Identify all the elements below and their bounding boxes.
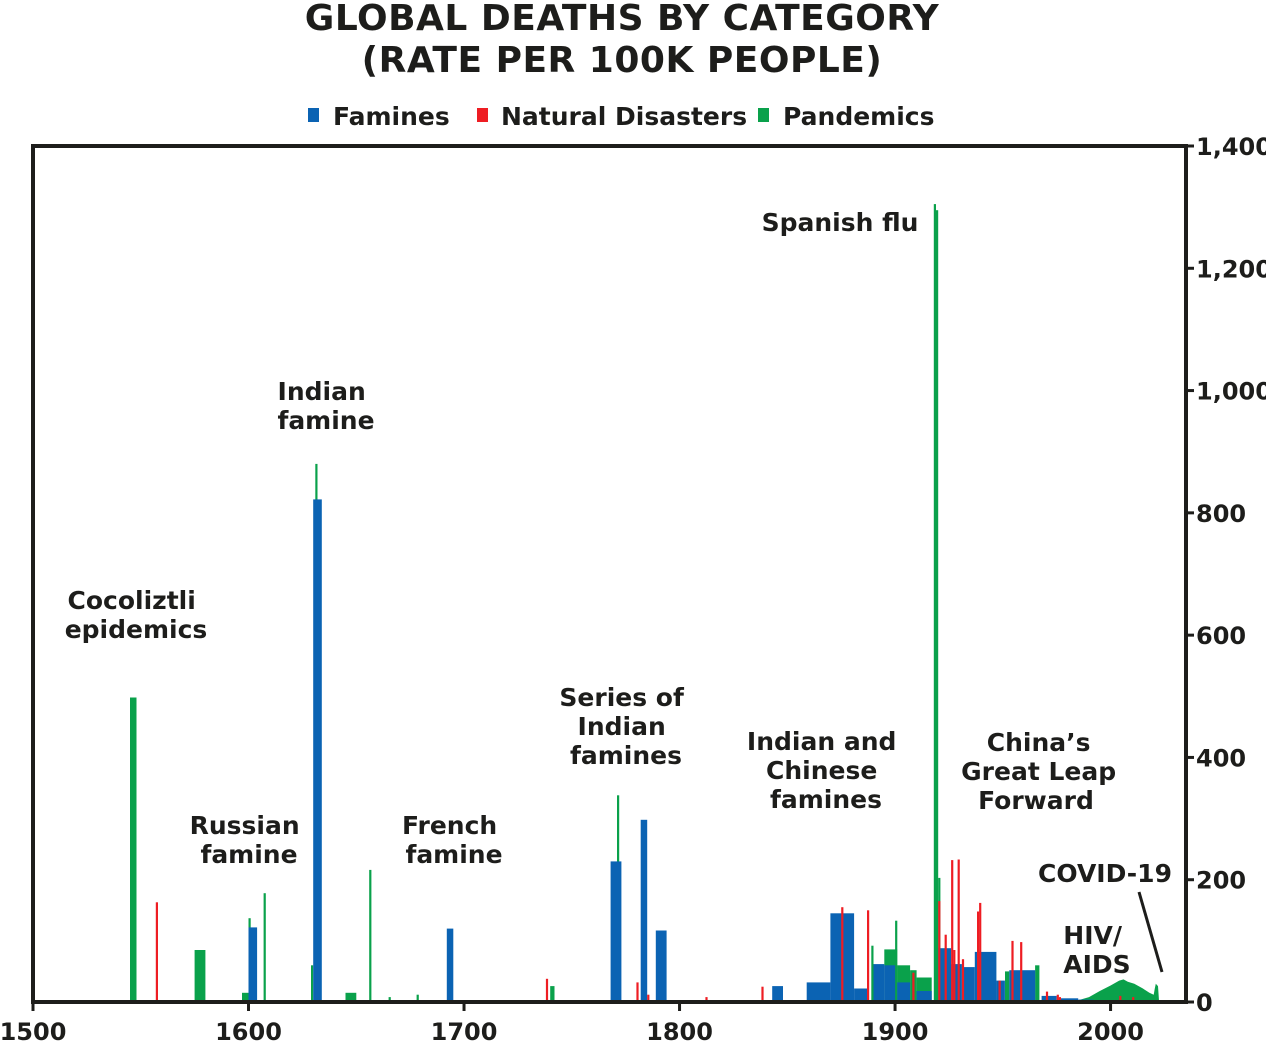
legend: Famines Natural Disasters Pandemics xyxy=(308,102,935,131)
annotation-russian-famine: Russian famine xyxy=(190,811,309,869)
legend-swatch-natural-disasters xyxy=(477,108,488,122)
bar-natural-1812 xyxy=(705,997,708,1002)
y-tick-label: 1,400 xyxy=(1196,133,1266,161)
bar-natural-1875 xyxy=(841,907,844,1002)
bar-natural-1970 xyxy=(1045,991,1049,1002)
bar-natural-1975 xyxy=(1056,994,1059,1002)
bar-natural-2010 xyxy=(1132,997,1135,1002)
bar-pandemics-1597 xyxy=(242,992,253,1002)
annotation-china-great-leap-forward: China’s Great Leap Forward xyxy=(961,728,1125,815)
bar-pandemics-1965 xyxy=(1035,965,1040,1002)
bar-famines-1859 xyxy=(806,982,831,1002)
plot-frame xyxy=(31,144,1188,1004)
bar-famines-1630 xyxy=(313,499,322,1002)
annotation-french-famine: French famine xyxy=(402,811,506,869)
y-axis: 0 200 400 600 800 1,000 1,200 1,400 xyxy=(1186,133,1266,1017)
bar-famines-1789 xyxy=(655,930,667,1002)
plot-area xyxy=(130,204,1160,1003)
bar-famines-1600 xyxy=(248,927,258,1002)
bar-natural-1976 xyxy=(1058,997,1061,1002)
bar-pandemics-1740 xyxy=(550,986,555,1002)
bar-natural-1785 xyxy=(647,994,650,1002)
covid-pointer-line xyxy=(1137,891,1164,973)
area-hiv-aids-pandemic xyxy=(1069,979,1160,1002)
bar-pandemics-1645 xyxy=(345,992,357,1002)
y-tick-label: 600 xyxy=(1196,622,1246,650)
annotation-spanish-flu: Spanish flu xyxy=(762,208,919,237)
x-axis: 1500 1600 1700 1800 1900 2000 xyxy=(0,1002,1144,1043)
y-tick-label: 1,000 xyxy=(1196,378,1266,406)
x-tick-label: 1800 xyxy=(646,1018,713,1043)
x-tick-label: 1700 xyxy=(431,1018,498,1043)
legend-label-famines: Famines xyxy=(333,102,450,131)
bar-pandemics-1665 xyxy=(388,997,391,1002)
bar-natural-1931 xyxy=(961,959,965,1002)
bar-famines-1910 xyxy=(916,991,932,1002)
bar-famines-1968 xyxy=(1041,995,1057,1002)
bar-natural-1908 xyxy=(912,972,915,1002)
y-tick-label: 0 xyxy=(1196,989,1213,1017)
annotation-indian-famine: Indian famine xyxy=(277,377,374,435)
bar-natural-1887 xyxy=(867,910,870,1002)
legend-swatch-famines xyxy=(308,108,319,122)
chart-title-line-1: GLOBAL DEATHS BY CATEGORY xyxy=(305,0,940,39)
y-tick-label: 800 xyxy=(1196,500,1246,528)
legend-label-natural-disasters: Natural Disasters xyxy=(501,102,747,131)
bar-famines-1782 xyxy=(640,819,648,1002)
bar-pandemics-1951 xyxy=(1005,971,1010,1002)
bar-pandemics-1629 xyxy=(311,965,314,1002)
bar-pandemics-1678 xyxy=(416,994,419,1002)
bar-natural-1927 xyxy=(953,950,956,1002)
bar-natural-1948 xyxy=(998,980,1001,1002)
bar-natural-1923 xyxy=(944,934,947,1002)
bar-famines-1890 xyxy=(873,964,885,1002)
legend-swatch-pandemics xyxy=(758,108,769,122)
bar-natural-1958 xyxy=(1020,942,1023,1002)
annotation-indian-and-chinese-famines: Indian and Chinese famines xyxy=(747,727,905,814)
bar-famines-1931 xyxy=(961,967,975,1002)
bar-famines-1692 xyxy=(446,928,454,1002)
bar-natural-1954 xyxy=(1011,940,1014,1002)
annotation-cocoliztli: Cocoliztli epidemics xyxy=(65,586,208,644)
annotation-covid-19: COVID-19 xyxy=(1038,859,1172,888)
legend-label-pandemics: Pandemics xyxy=(783,102,935,131)
x-tick-label: 1600 xyxy=(215,1018,282,1043)
bar-famines-1881 xyxy=(854,988,867,1002)
bar-pandemics-1656 xyxy=(369,869,372,1002)
annotations: Cocoliztli epidemics Indian famine Russi… xyxy=(65,208,1172,979)
y-tick-label: 400 xyxy=(1196,744,1246,772)
bar-pandemics-1607 xyxy=(263,893,266,1002)
bar-famines-1901 xyxy=(897,982,911,1002)
bar-pandemics-1900 xyxy=(895,920,898,1002)
x-tick-label: 1500 xyxy=(0,1018,66,1043)
bar-natural-1938 xyxy=(977,911,980,1002)
bar-pandemics-1919 xyxy=(936,210,939,1002)
bar-famines-1926 xyxy=(951,964,962,1002)
bar-famines-1768 xyxy=(610,861,622,1002)
bar-pandemics-1889 xyxy=(871,945,874,1002)
bar-pandemics-1545 xyxy=(130,697,137,1002)
bar-natural-1838 xyxy=(761,986,764,1002)
bar-famines-1895 xyxy=(884,965,896,1002)
chart-title-line-2: (RATE PER 100K PEOPLE) xyxy=(362,40,883,81)
annotation-series-of-indian-famines: Series of Indian famines xyxy=(559,683,692,770)
bar-natural-2004 xyxy=(1119,995,1122,1002)
bar-natural-1926 xyxy=(951,860,954,1002)
bar-pandemics-1918 xyxy=(933,204,936,1003)
bar-natural-1920 xyxy=(938,901,941,1002)
bar-natural-1738 xyxy=(545,978,549,1002)
y-tick-label: 1,200 xyxy=(1196,255,1266,283)
bar-famines-1843 xyxy=(772,986,783,1002)
bar-pandemics-1575 xyxy=(194,950,206,1002)
bar-natural-1939 xyxy=(979,902,982,1002)
bar-natural-1780 xyxy=(636,982,639,1002)
annotation-hiv-aids: HIV/ AIDS xyxy=(1063,921,1130,979)
bar-natural-1557 xyxy=(155,902,158,1002)
x-tick-label: 1900 xyxy=(862,1018,929,1043)
y-tick-label: 200 xyxy=(1196,867,1246,895)
bar-natural-1929 xyxy=(957,859,960,1002)
x-tick-label: 2000 xyxy=(1077,1018,1144,1043)
